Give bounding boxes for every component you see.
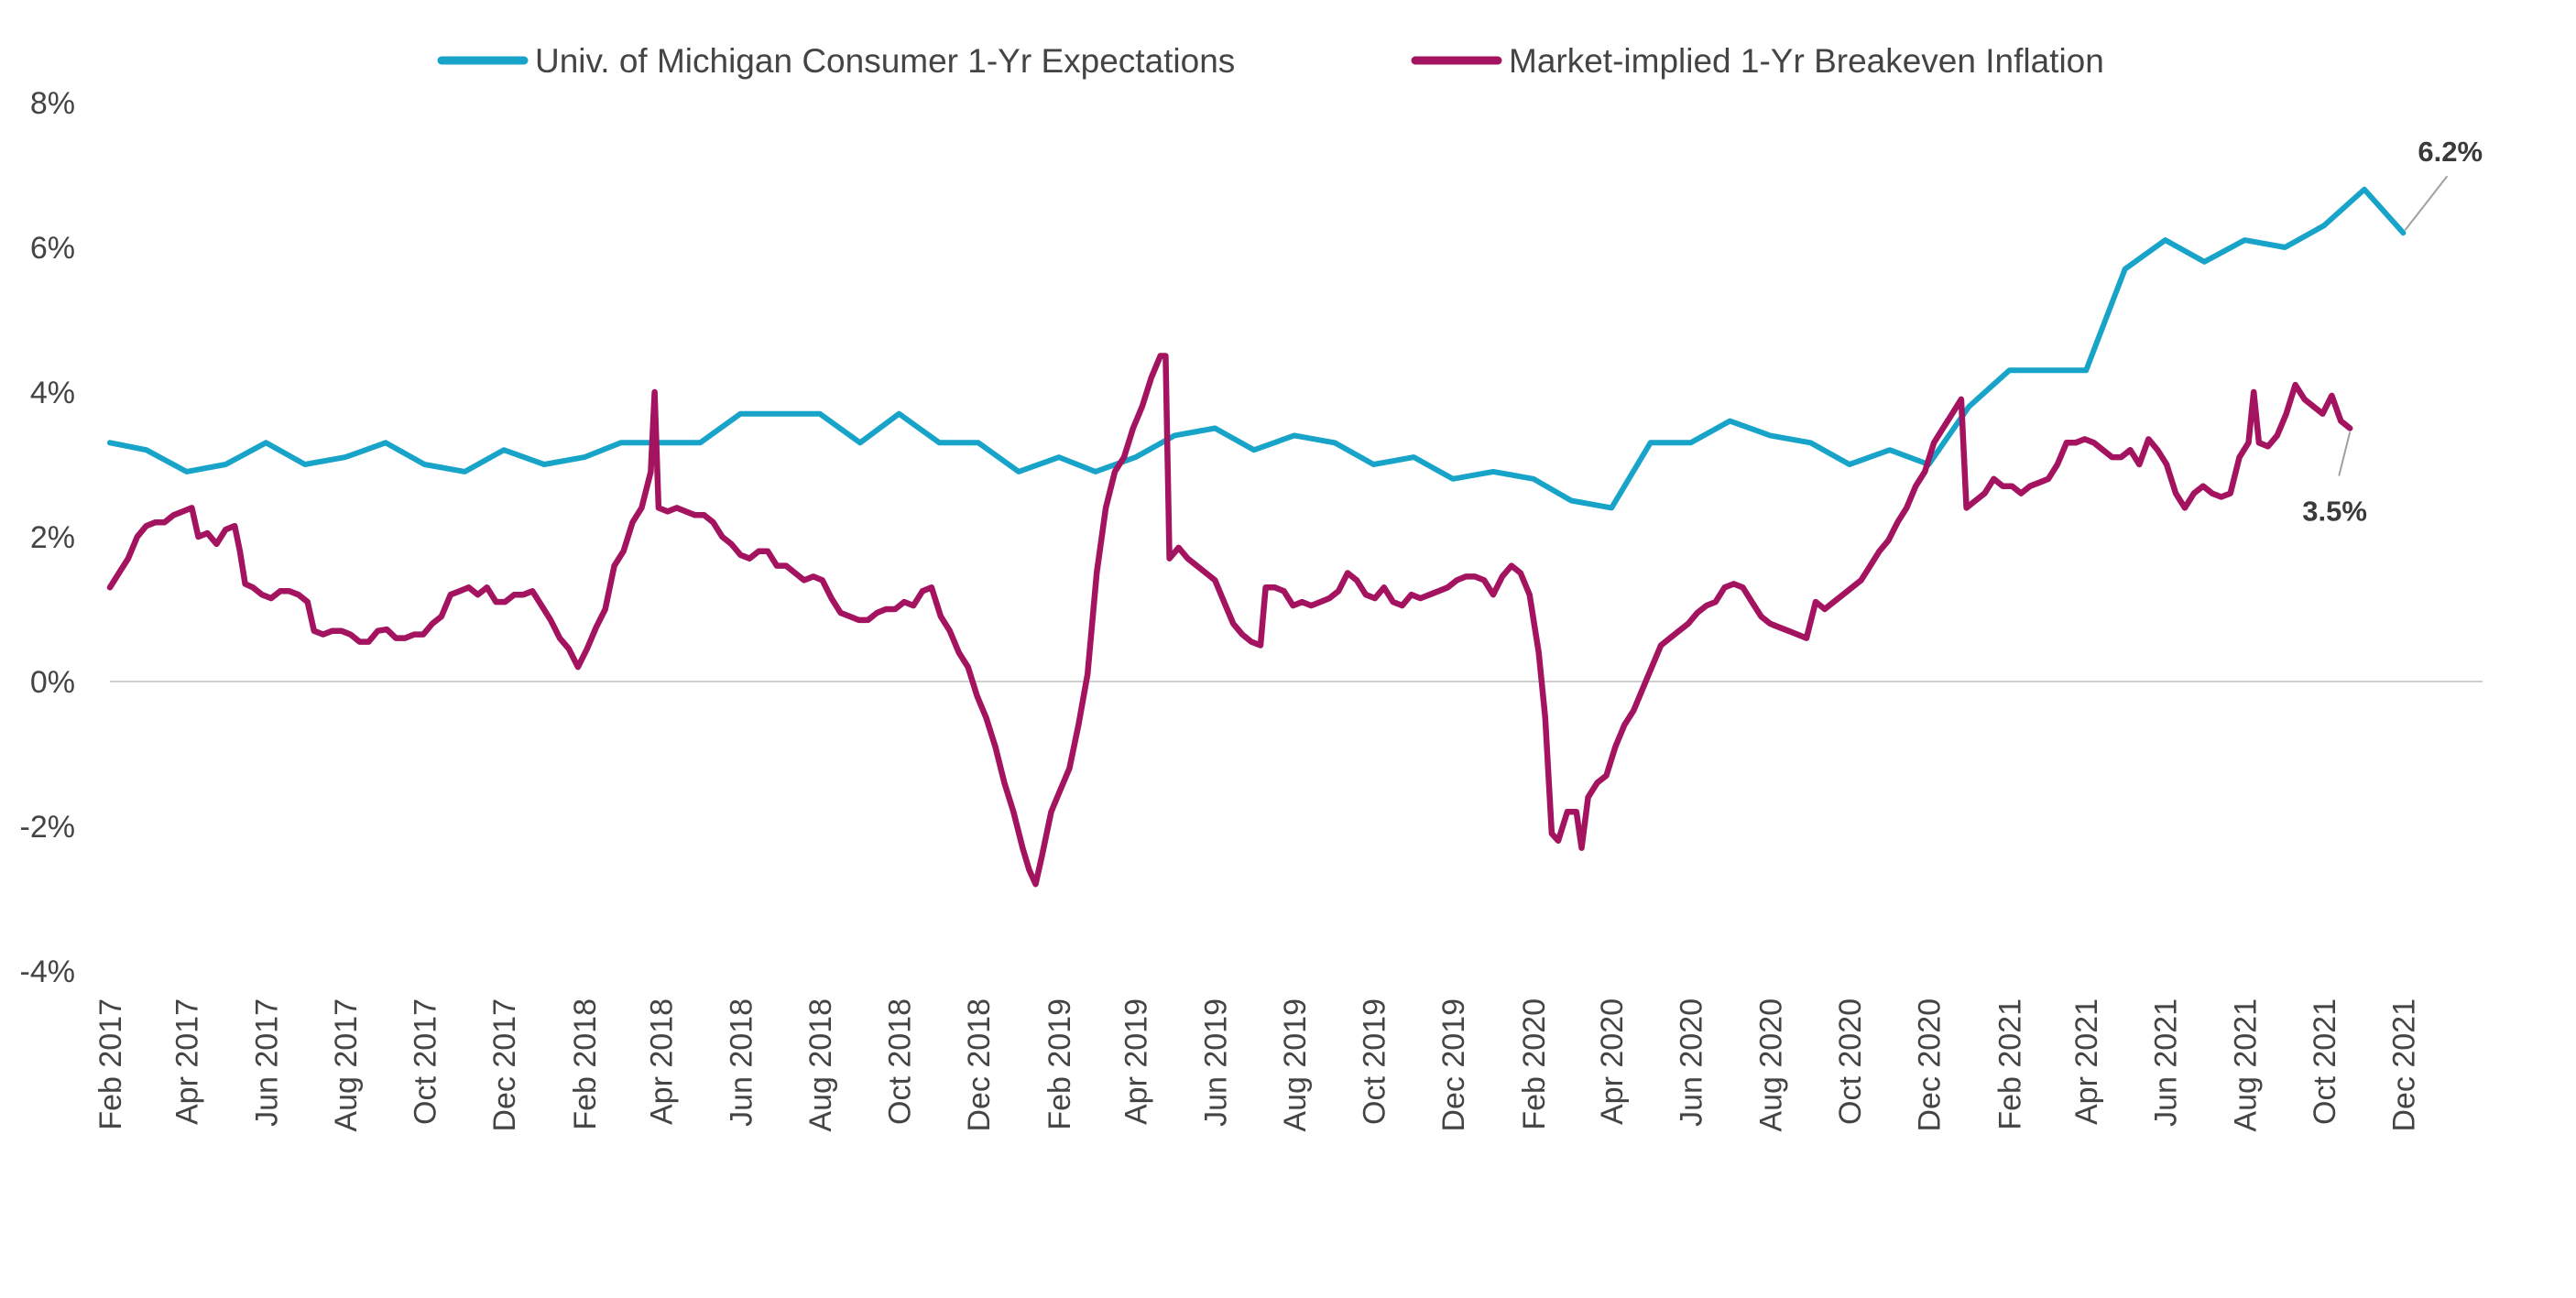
y-tick-label: 6% bbox=[30, 231, 75, 266]
x-tick-label: Oct 2021 bbox=[2308, 998, 2342, 1125]
x-tick-label: Feb 2020 bbox=[1517, 998, 1552, 1130]
x-tick-label: Feb 2019 bbox=[1042, 998, 1077, 1130]
end-label-michigan: 6.2% bbox=[2418, 136, 2483, 168]
y-tick-label: 0% bbox=[30, 665, 75, 700]
series-lines bbox=[106, 186, 2407, 888]
x-tick-label: Jun 2017 bbox=[249, 998, 284, 1127]
x-tick-label: Dec 2019 bbox=[1436, 998, 1471, 1132]
x-tick-label: Apr 2018 bbox=[645, 998, 680, 1125]
x-tick-label: Feb 2021 bbox=[1992, 998, 2027, 1130]
end-label-breakeven: 3.5% bbox=[2302, 496, 2367, 528]
legend-label: Market-implied 1-Yr Breakeven Inflation bbox=[1509, 42, 2104, 80]
y-tick-label: 8% bbox=[30, 86, 75, 121]
legend-label: Univ. of Michigan Consumer 1-Yr Expectat… bbox=[535, 42, 1235, 80]
x-tick-label: Aug 2020 bbox=[1753, 998, 1788, 1132]
x-tick-label: Jun 2021 bbox=[2149, 998, 2184, 1127]
x-tick-label: Dec 2021 bbox=[2386, 998, 2421, 1132]
x-tick-label: Jun 2020 bbox=[1675, 998, 1709, 1127]
x-tick-label: Oct 2020 bbox=[1833, 998, 1868, 1125]
x-tick-label: Apr 2019 bbox=[1119, 998, 1154, 1125]
x-tick-label: Apr 2020 bbox=[1595, 998, 1630, 1125]
x-tick-label: Feb 2018 bbox=[568, 998, 603, 1130]
end-label-leader bbox=[2338, 431, 2352, 476]
x-tick-label: Apr 2017 bbox=[170, 998, 205, 1125]
y-tick-label: -2% bbox=[20, 810, 75, 845]
x-tick-label: Feb 2017 bbox=[93, 998, 128, 1130]
x-tick-label: Aug 2019 bbox=[1278, 998, 1313, 1132]
end-label-leader bbox=[2404, 175, 2449, 231]
x-tick-label: Apr 2021 bbox=[2069, 998, 2104, 1125]
x-tick-label: Aug 2021 bbox=[2228, 998, 2263, 1132]
x-tick-label: Oct 2018 bbox=[882, 998, 917, 1125]
x-tick-label: Dec 2017 bbox=[487, 998, 522, 1132]
y-tick-label: -4% bbox=[20, 954, 75, 989]
axes: 8% 6% 4% 2% 0% -2% -4% Feb 2017 Apr 2017 Jun 2017… bbox=[20, 86, 2483, 1132]
series-line-breakeven-inflation bbox=[106, 353, 2353, 888]
y-tick-label: 4% bbox=[30, 376, 75, 410]
x-tick-label: Aug 2017 bbox=[329, 998, 364, 1132]
x-tick-label: Jun 2019 bbox=[1198, 998, 1233, 1127]
series-line-michigan-expectations bbox=[107, 186, 2407, 511]
legend: Univ. of Michigan Consumer 1-Yr Expectat… bbox=[437, 42, 2104, 80]
end-labels: 6.2% 3.5% bbox=[2302, 136, 2483, 527]
y-tick-label: 2% bbox=[30, 520, 75, 555]
x-tick-label: Dec 2020 bbox=[1912, 998, 1947, 1132]
x-tick-label: Dec 2018 bbox=[962, 998, 997, 1132]
x-tick-label: Oct 2019 bbox=[1357, 998, 1392, 1125]
x-tick-label: Oct 2017 bbox=[408, 998, 442, 1125]
x-tick-label: Aug 2018 bbox=[803, 998, 838, 1132]
x-tick-label: Jun 2018 bbox=[724, 998, 759, 1127]
